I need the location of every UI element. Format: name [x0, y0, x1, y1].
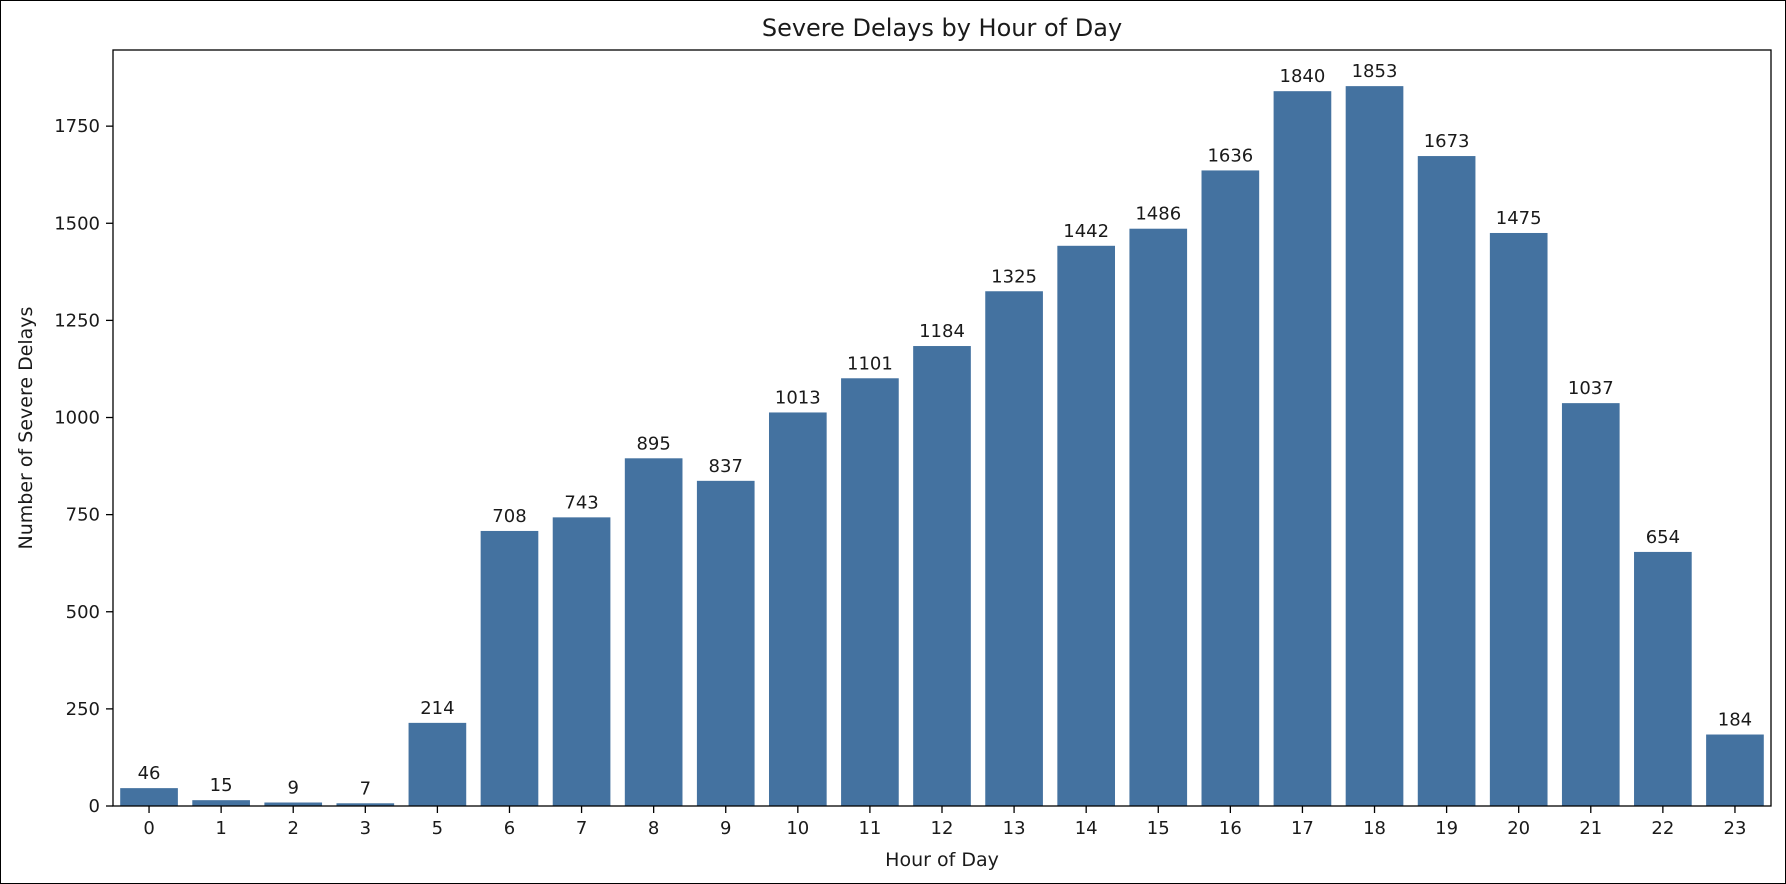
x-tick-label-6: 6 [504, 818, 515, 839]
value-label-hour-10: 1013 [775, 387, 821, 408]
value-label-hour-0: 46 [138, 763, 161, 784]
y-tick-label-1500: 1500 [54, 213, 100, 234]
x-tick-label-3: 3 [360, 818, 371, 839]
x-tick-label-11: 11 [858, 818, 881, 839]
x-tick-label-5: 5 [432, 818, 443, 839]
bar-hour-1 [192, 800, 250, 806]
value-label-hour-11: 1101 [847, 353, 893, 374]
bar-hour-10 [768, 412, 827, 806]
value-label-hour-3: 7 [360, 778, 371, 799]
bar-hour-5 [408, 722, 467, 806]
value-label-hour-20: 1475 [1496, 208, 1542, 229]
bar-hour-18 [1345, 86, 1404, 806]
bar-hour-16 [1201, 170, 1260, 807]
value-label-hour-18: 1853 [1352, 61, 1398, 82]
bar-hour-19 [1417, 156, 1476, 806]
x-tick-label-9: 9 [720, 818, 731, 839]
bar-hour-20 [1489, 232, 1548, 807]
value-label-hour-21: 1037 [1568, 378, 1614, 399]
y-tick-label-250: 250 [66, 699, 100, 720]
bar-hour-7 [552, 517, 611, 806]
x-tick-label-16: 16 [1219, 818, 1242, 839]
value-label-hour-8: 895 [636, 433, 670, 454]
bar-hour-6 [480, 530, 539, 806]
y-tick-label-0: 0 [89, 796, 100, 817]
x-tick-label-21: 21 [1579, 818, 1602, 839]
bar-hour-11 [841, 378, 899, 806]
value-label-hour-9: 837 [709, 456, 743, 477]
bar-hour-14 [1057, 245, 1116, 806]
x-tick-label-20: 20 [1507, 818, 1530, 839]
value-label-hour-22: 654 [1646, 527, 1680, 548]
x-tick-label-22: 22 [1651, 818, 1674, 839]
x-tick-label-19: 19 [1435, 818, 1458, 839]
x-tick-label-8: 8 [648, 818, 659, 839]
value-label-hour-7: 743 [564, 492, 598, 513]
x-tick-label-15: 15 [1147, 818, 1170, 839]
value-label-hour-15: 1486 [1135, 204, 1181, 225]
bar-hour-21 [1561, 403, 1620, 806]
bar-hour-8 [624, 458, 683, 806]
value-label-hour-12: 1184 [919, 321, 965, 342]
value-label-hour-5: 214 [420, 698, 454, 719]
y-tick-label-1250: 1250 [54, 310, 100, 331]
value-label-hour-6: 708 [492, 506, 526, 527]
value-label-hour-23: 184 [1718, 710, 1752, 731]
y-tick-label-750: 750 [66, 505, 100, 526]
value-label-hour-17: 1840 [1280, 66, 1326, 87]
y-axis-label: Number of Severe Delays [15, 307, 37, 550]
value-label-hour-13: 1325 [991, 266, 1037, 287]
x-tick-label-10: 10 [786, 818, 809, 839]
value-label-hour-1: 15 [210, 775, 233, 796]
y-axis: 0 250 500 750 1000 1250 1500 1750 [54, 116, 113, 817]
value-labels-group: 46 15 9 7 214 708 743 895 837 1013 1101 1184 1325 144… [138, 61, 1753, 799]
y-tick-label-500: 500 [66, 602, 100, 623]
x-tick-label-17: 17 [1291, 818, 1314, 839]
bar-hour-23 [1706, 734, 1764, 806]
bar-hour-15 [1129, 228, 1188, 807]
bar-hour-9 [696, 480, 755, 806]
x-tick-label-14: 14 [1075, 818, 1098, 839]
value-label-hour-14: 1442 [1063, 221, 1109, 242]
x-tick-label-18: 18 [1363, 818, 1386, 839]
bar-hour-22 [1634, 551, 1692, 806]
bar-hour-0 [120, 788, 178, 806]
x-tick-label-12: 12 [931, 818, 954, 839]
bar-hour-13 [985, 291, 1043, 806]
x-tick-label-2: 2 [287, 818, 298, 839]
x-tick-label-7: 7 [576, 818, 587, 839]
value-label-hour-2: 9 [287, 778, 298, 799]
y-tick-label-1750: 1750 [54, 116, 100, 137]
chart-title: Severe Delays by Hour of Day [762, 14, 1122, 42]
y-tick-label-1000: 1000 [54, 408, 100, 429]
value-label-hour-19: 1673 [1424, 131, 1470, 152]
bar-hour-12 [913, 346, 971, 806]
x-tick-label-23: 23 [1724, 818, 1747, 839]
x-tick-label-13: 13 [1003, 818, 1026, 839]
bar-hour-2 [264, 802, 323, 806]
bar-hour-17 [1273, 91, 1332, 806]
value-label-hour-16: 1636 [1207, 145, 1253, 166]
plot-area-frame [112, 49, 1772, 807]
x-axis-label: Hour of Day [885, 849, 999, 871]
bars-group [120, 86, 1764, 807]
bar-hour-3 [336, 803, 395, 806]
x-tick-label-1: 1 [215, 818, 226, 839]
x-axis: 0 1 2 3 5 6 7 8 9 10 11 12 13 14 15 16 17 18 19 20 21 22 23 [143, 806, 1746, 839]
x-tick-label-0: 0 [143, 818, 154, 839]
